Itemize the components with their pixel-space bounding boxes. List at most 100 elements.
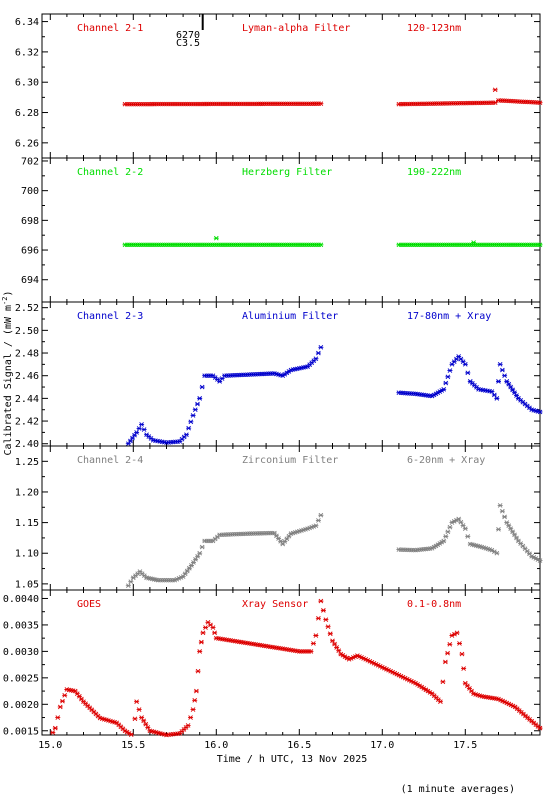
data-point — [458, 519, 464, 525]
data-point — [318, 598, 324, 604]
y-tick-label: 696 — [21, 246, 39, 257]
data-point — [182, 571, 188, 577]
data-point — [74, 691, 80, 697]
data-point — [195, 668, 201, 674]
data-point — [127, 438, 133, 444]
data-point — [193, 557, 199, 562]
data-point — [445, 650, 451, 656]
data-point — [497, 362, 503, 367]
data-point — [194, 401, 200, 407]
data-point — [195, 553, 201, 559]
y-tick-label: 2.50 — [15, 326, 39, 337]
panel-2: 694 696 698 700 702 Channel 2-2 Herzberg Filte… — [21, 156, 543, 303]
data-point — [510, 387, 516, 393]
data-point — [128, 579, 134, 585]
data-point — [318, 512, 324, 518]
data-point — [190, 560, 196, 565]
data-point — [199, 544, 205, 550]
data-point — [447, 524, 453, 530]
data-point — [134, 699, 140, 704]
y-tick-label: 1.20 — [15, 487, 39, 498]
data-point — [506, 523, 512, 528]
data-point — [141, 427, 147, 432]
x-tick-label: 17.0 — [370, 740, 394, 751]
data-point — [55, 715, 61, 720]
data-point — [502, 514, 508, 520]
data-point — [518, 541, 524, 546]
data-point — [510, 529, 516, 535]
data-point — [190, 707, 196, 712]
data-point — [186, 565, 192, 571]
data-point — [494, 550, 500, 556]
panel-frame — [41, 301, 541, 447]
data-point — [443, 380, 449, 386]
data-point — [453, 356, 459, 362]
data-point — [282, 539, 288, 544]
panel-4: 1.05 1.10 1.15 1.20 1.25 Channel 2-4 Zirconium… — [15, 445, 543, 591]
data-point — [310, 641, 316, 646]
y-tick-label: 2.44 — [15, 394, 39, 405]
data-point — [327, 631, 333, 637]
data-point — [198, 639, 204, 645]
channel-label: Channel 2-4 — [77, 455, 143, 466]
y-tick-label: 0.0020 — [3, 700, 39, 711]
panel-1: 6.26 6.28 6.30 6.32 6.34 Channel 2-1 Lyman-alp… — [15, 13, 543, 159]
data-point — [188, 563, 194, 568]
data-point — [139, 422, 145, 427]
data-point — [139, 715, 145, 720]
channel-label: Channel 2-3 — [77, 311, 143, 322]
data-point — [276, 536, 282, 541]
data-point — [443, 534, 449, 539]
y-tick-label: 1.10 — [15, 549, 39, 560]
channel-label: Channel 2-2 — [77, 167, 143, 178]
panel-frame — [41, 157, 541, 303]
data-point — [184, 568, 190, 574]
data-point — [318, 345, 324, 350]
data-point — [145, 725, 151, 730]
chart-panels: 6.26 6.28 6.30 6.32 6.34 Channel 2-1 Lyman-alp… — [3, 13, 543, 738]
data-point — [466, 686, 472, 691]
data-point — [441, 538, 447, 544]
data-point — [513, 393, 519, 398]
data-point — [537, 242, 543, 248]
data-point — [78, 696, 84, 702]
data-point — [318, 101, 324, 107]
series-5 — [50, 598, 543, 738]
filter-label: Lyman-alpha Filter — [242, 23, 350, 34]
y-tick-label: 2.46 — [15, 371, 39, 382]
data-point — [180, 574, 186, 579]
data-point — [132, 432, 138, 438]
data-point — [212, 630, 218, 636]
data-point — [456, 354, 462, 359]
data-point — [313, 356, 319, 362]
footnote: (1 minute averages) — [401, 784, 515, 795]
data-point — [143, 721, 149, 727]
y-tick-label: 6.34 — [15, 17, 39, 28]
y-tick-label: 6.30 — [15, 78, 39, 89]
data-point — [313, 523, 319, 528]
data-point — [512, 532, 518, 538]
data-point — [445, 529, 451, 535]
data-point — [197, 550, 203, 556]
data-point — [134, 430, 140, 435]
data-point — [526, 551, 532, 557]
data-point — [280, 541, 286, 547]
filter-label: Zirconium Filter — [242, 455, 338, 466]
data-point — [491, 392, 497, 398]
panel-frame — [41, 445, 541, 591]
band-label: 17-80nm + Xray — [407, 311, 491, 322]
data-point — [273, 533, 279, 539]
data-point — [465, 534, 471, 539]
data-point — [462, 526, 468, 532]
x-axis-label: Time / h UTC, 13 Nov 2025 — [217, 754, 368, 765]
data-point — [537, 409, 543, 415]
data-point — [440, 679, 446, 685]
band-label: 6-20nm + Xray — [407, 455, 485, 466]
data-point — [464, 683, 470, 689]
x-axis: 15.0 15.5 16.0 16.5 17.0 17.5 — [38, 740, 477, 751]
data-point — [192, 698, 198, 703]
data-point — [460, 359, 466, 365]
data-point — [442, 659, 448, 665]
event-marker-label-1: 6270 — [176, 30, 200, 41]
